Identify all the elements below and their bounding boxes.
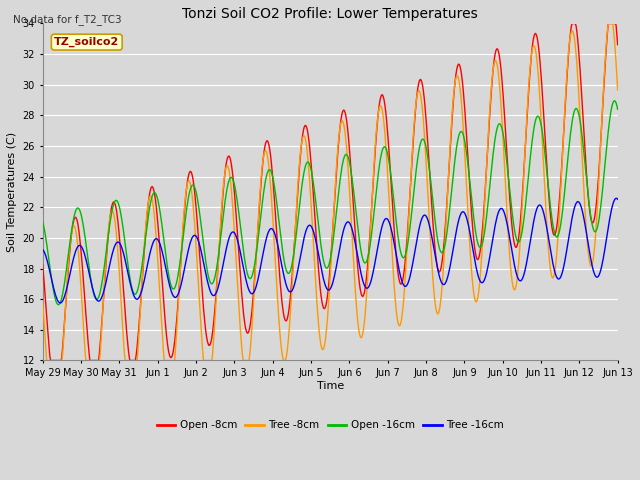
Title: Tonzi Soil CO2 Profile: Lower Temperatures: Tonzi Soil CO2 Profile: Lower Temperatur…	[182, 7, 478, 21]
Open -16cm	[55, 302, 63, 308]
Tree -8cm	[198, 336, 205, 342]
Text: TZ_soilco2: TZ_soilco2	[54, 37, 120, 47]
Tree -8cm	[401, 280, 409, 286]
Tree -8cm	[39, 298, 47, 304]
Open -8cm	[568, 21, 576, 26]
Tree -8cm	[418, 100, 426, 106]
Open -8cm	[198, 283, 205, 289]
Tree -16cm	[198, 251, 205, 257]
Open -8cm	[47, 358, 54, 363]
Tree -8cm	[109, 209, 117, 215]
Line: Open -16cm: Open -16cm	[43, 101, 618, 305]
Open -16cm	[39, 219, 47, 225]
Open -8cm	[109, 200, 117, 205]
Text: No data for f_T2_TC3: No data for f_T2_TC3	[13, 14, 122, 25]
Tree -16cm	[56, 300, 64, 306]
Line: Tree -16cm: Tree -16cm	[43, 198, 618, 303]
Tree -16cm	[109, 248, 117, 254]
Open -16cm	[401, 253, 409, 259]
Tree -8cm	[50, 358, 58, 363]
Tree -16cm	[49, 283, 57, 288]
Y-axis label: Soil Temperatures (C): Soil Temperatures (C)	[7, 132, 17, 252]
Open -16cm	[418, 137, 426, 143]
Line: Tree -8cm: Tree -8cm	[43, 24, 618, 360]
Open -16cm	[614, 107, 621, 112]
Tree -16cm	[614, 196, 621, 202]
Open -16cm	[198, 228, 205, 233]
Tree -8cm	[43, 358, 51, 363]
Tree -16cm	[418, 216, 426, 222]
Tree -8cm	[605, 21, 612, 26]
Tree -8cm	[614, 87, 621, 93]
Open -8cm	[39, 262, 47, 268]
Tree -8cm	[168, 358, 175, 363]
Open -8cm	[168, 355, 175, 360]
Open -8cm	[50, 358, 58, 363]
Legend: Open -8cm, Tree -8cm, Open -16cm, Tree -16cm: Open -8cm, Tree -8cm, Open -16cm, Tree -…	[152, 416, 508, 434]
Tree -16cm	[612, 195, 620, 201]
Open -8cm	[401, 261, 409, 267]
Open -8cm	[418, 79, 426, 84]
Tree -16cm	[168, 288, 175, 294]
Open -8cm	[614, 42, 621, 48]
X-axis label: Time: Time	[317, 381, 344, 391]
Open -16cm	[109, 204, 117, 209]
Open -16cm	[168, 284, 175, 289]
Open -16cm	[49, 285, 57, 291]
Tree -16cm	[39, 247, 47, 252]
Tree -16cm	[401, 284, 409, 289]
Line: Open -8cm: Open -8cm	[43, 24, 618, 360]
Open -16cm	[611, 98, 618, 104]
